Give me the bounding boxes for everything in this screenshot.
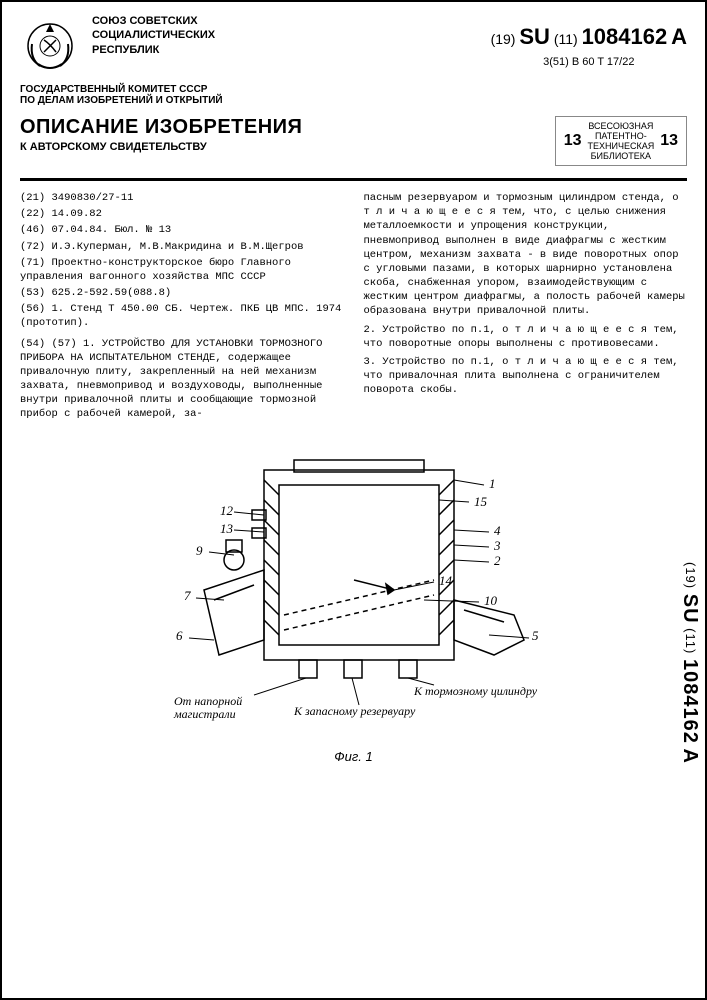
annot-left: От напорноймагистрали [173,694,242,721]
org-line1: СОЮЗ СОВЕТСКИХ [92,14,479,28]
su-code: SU [519,24,550,49]
right-column: пасным резервуаром и тормозным цилиндром… [364,191,688,424]
figure-caption: Фиг. 1 [20,749,687,764]
svg-text:15: 15 [474,494,488,509]
field-56: (56) 1. Стенд Т 450.00 СБ. Чертеж. ПКБ Ц… [20,302,344,330]
svg-text:2: 2 [494,553,501,568]
svg-text:14: 14 [439,573,453,588]
stamp-line4: БИБЛИОТЕКА [587,151,654,161]
svg-text:7: 7 [184,588,191,603]
ipc-code: B 60 T 17/22 [572,56,635,68]
committee: ГОСУДАРСТВЕННЫЙ КОМИТЕТ СССР ПО ДЕЛАМ ИЗ… [20,84,687,106]
side-19: (19) [683,562,698,589]
claim-2: 2. Устройство по п.1, о т л и ч а ю щ е … [364,323,688,351]
svg-text:3: 3 [493,538,501,553]
figure-1: 1 15 4 3 2 12 13 9 7 6 14 10 5 От напорн… [20,440,687,764]
side-number: 1084162 [679,659,701,744]
stamp-line3: ТЕХНИЧЕСКАЯ [587,141,654,151]
patent-number: 1084162 [582,24,668,49]
header: СОЮЗ СОВЕТСКИХ СОЦИАЛИСТИЧЕСКИХ РЕСПУБЛИ… [20,14,687,76]
title-sub: К АВТОРСКОМУ СВИДЕТЕЛЬСТВУ [20,141,302,153]
org-line2: СОЦИАЛИСТИЧЕСКИХ [92,28,479,42]
title-main: ОПИСАНИЕ ИЗОБРЕТЕНИЯ [20,116,302,139]
svg-text:13: 13 [220,521,234,536]
doc-number: (19) SU (11) 1084162 A 3(51) B 60 T 17/2… [491,24,687,76]
svg-text:1: 1 [489,476,496,491]
svg-text:4: 4 [494,523,501,538]
svg-text:9: 9 [196,543,203,558]
annot-mid: К запасному резервуару [293,704,416,718]
patent-suffix: A [671,24,687,49]
org-title: СОЮЗ СОВЕТСКИХ СОЦИАЛИСТИЧЕСКИХ РЕСПУБЛИ… [92,14,479,57]
stamp-line2: ПАТЕНТНО- [587,131,654,141]
claim-1-cont: пасным резервуаром и тормозным цилиндром… [364,191,688,319]
svg-text:10: 10 [484,593,498,608]
left-column: (21) 3490830/27-11 (22) 14.09.82 (46) 07… [20,191,344,424]
figure-drawing: 1 15 4 3 2 12 13 9 7 6 14 10 5 От напорн… [134,440,574,740]
side-suffix: A [679,748,701,763]
ussr-emblem-icon [20,14,80,74]
body-text: (21) 3490830/27-11 (22) 14.09.82 (46) 07… [20,191,687,424]
annot-right: К тормозному цилиндру [413,684,538,698]
field-21: (21) 3490830/27-11 [20,191,344,205]
patent-page: СОЮЗ СОВЕТСКИХ СОЦИАЛИСТИЧЕСКИХ РЕСПУБЛИ… [0,0,707,1000]
divider [20,178,687,181]
stamp-line1: ВСЕСОЮЗНАЯ [587,121,654,131]
svg-text:6: 6 [176,628,183,643]
side-doc-number: (19) SU (11) 1084162 A [678,562,701,764]
field-53: (53) 625.2-592.59(088.8) [20,286,344,300]
svg-text:12: 12 [220,503,234,518]
committee-line2: ПО ДЕЛАМ ИЗОБРЕТЕНИЙ И ОТКРЫТИЙ [20,95,687,106]
field-46: (46) 07.04.84. Бюл. № 13 [20,223,344,237]
svg-text:5: 5 [532,628,539,643]
field-54: (54) (57) 1. УСТРОЙСТВО ДЛЯ УСТАНОВКИ ТО… [20,337,344,422]
side-su: SU [679,594,701,624]
field-71: (71) Проектно-конструкторское бюро Главн… [20,256,344,284]
ipc-prefix: 3(51) [543,56,569,68]
field-72: (72) И.Э.Куперман, М.В.Макридина и В.М.Щ… [20,240,344,254]
title-block: ОПИСАНИЕ ИЗОБРЕТЕНИЯ К АВТОРСКОМУ СВИДЕТ… [20,116,302,153]
claim-3: 3. Устройство по п.1, о т л и ч а ю щ е … [364,355,688,398]
side-11: (11) [683,628,698,654]
org-line3: РЕСПУБЛИК [92,43,479,57]
stamp-right-num: 13 [660,132,678,150]
prefix-11: (11) [554,31,578,47]
field-22: (22) 14.09.82 [20,207,344,221]
stamp-left-num: 13 [564,132,582,150]
prefix-19: (19) [491,31,516,47]
committee-line1: ГОСУДАРСТВЕННЫЙ КОМИТЕТ СССР [20,84,687,95]
library-stamp: 13 ВСЕСОЮЗНАЯ ПАТЕНТНО- ТЕХНИЧЕСКАЯ БИБЛ… [555,116,687,166]
title-section: ОПИСАНИЕ ИЗОБРЕТЕНИЯ К АВТОРСКОМУ СВИДЕТ… [20,116,687,166]
